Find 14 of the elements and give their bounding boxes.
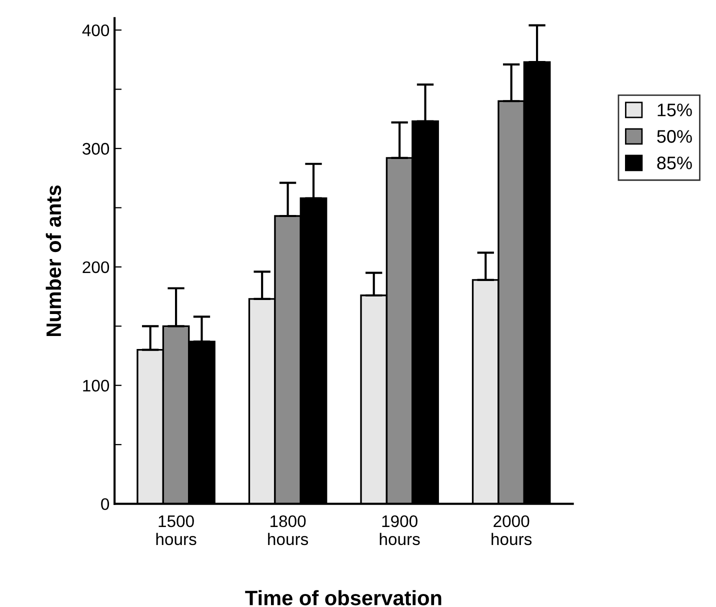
y-tick-label: 400	[82, 24, 110, 36]
legend-label: 85%	[657, 156, 692, 170]
legend-label: 50%	[657, 130, 692, 143]
y-tick-label: 100	[83, 380, 110, 392]
x-tick-label: 2000 hours	[492, 515, 532, 546]
x-axis-title: Time of observation	[245, 590, 442, 606]
x-tick-label: 1900 hours	[380, 515, 420, 546]
y-axis-title: Number of ants	[46, 185, 62, 336]
y-tick-label: 300	[82, 142, 110, 155]
y-tick-label: 200	[82, 261, 110, 274]
x-tick-label: 1500 hours	[156, 515, 196, 546]
legend-label: 15%	[658, 104, 692, 116]
x-tick-label: 1800 hours	[268, 515, 308, 546]
y-tick-label: 0	[101, 498, 110, 510]
